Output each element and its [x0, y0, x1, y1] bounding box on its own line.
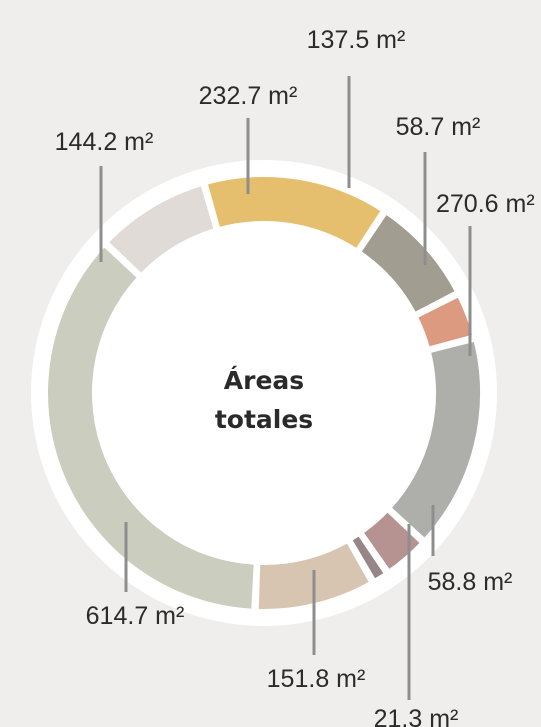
slice-value-label: 21.3 m²	[374, 705, 459, 727]
donut-slice	[413, 292, 477, 352]
slice-value-label: 144.2 m²	[55, 128, 154, 156]
slice-value-label: 614.7 m²	[86, 602, 185, 630]
donut-slice	[347, 531, 389, 584]
slice-value-label: 58.8 m²	[428, 568, 513, 596]
slices	[44, 173, 484, 613]
donut-slice	[203, 173, 386, 254]
chart-background-ring	[31, 160, 497, 626]
donut-slice	[103, 181, 219, 279]
leader-lines	[99, 76, 472, 700]
value-labels: 232.7 m² 137.5 m² 58.7 m² 270.6 m² 58.8 m² 21…	[55, 26, 535, 727]
donut-slice	[358, 507, 426, 575]
donut-slice	[386, 337, 484, 544]
chart-title-line-2: totales	[215, 405, 313, 434]
slice-value-label: 232.7 m²	[199, 82, 298, 110]
chart-title-line-1: Áreas	[224, 366, 304, 395]
slice-value-label: 58.7 m²	[396, 113, 481, 141]
slice-value-label: 270.6 m²	[436, 190, 535, 218]
slice-value-label: 137.5 m²	[307, 26, 406, 54]
slice-value-label: 151.8 m²	[267, 665, 366, 693]
donut-slice	[356, 209, 460, 317]
